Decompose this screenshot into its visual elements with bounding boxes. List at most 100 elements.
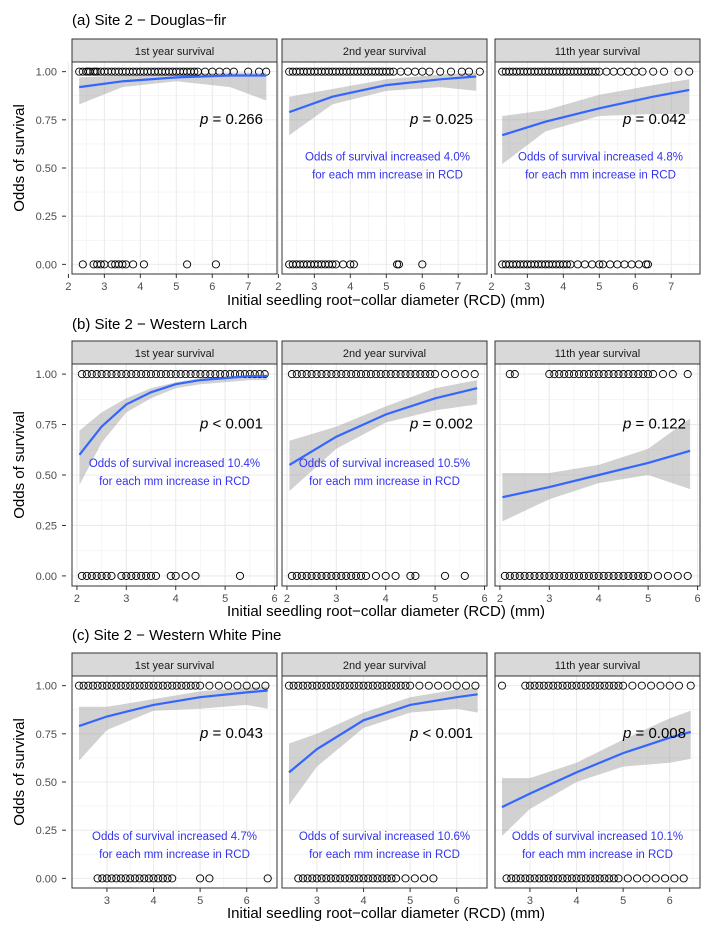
x-tick-label: 3 xyxy=(101,281,107,293)
fitted-curve xyxy=(502,449,691,499)
panel-0: 1st year survival p = 0.043 Odds of surviv… xyxy=(71,652,278,907)
panel-strip-label: 1st year survival xyxy=(135,46,214,58)
confidence-band xyxy=(502,418,691,522)
data-point-died xyxy=(394,260,403,269)
data-point-survived xyxy=(629,370,638,379)
data-point-survived xyxy=(624,370,633,379)
data-point-survived xyxy=(140,681,149,690)
x-tick-label: 5 xyxy=(383,281,389,293)
data-point-survived xyxy=(158,681,167,690)
x-tick-label: 4 xyxy=(150,895,156,907)
chart-row-2: (c) Site 2 − Western White Pine Odds of s… xyxy=(11,627,701,922)
p-value: = 0.042 xyxy=(636,111,686,128)
data-point-survived xyxy=(446,67,456,76)
data-point-died xyxy=(82,571,91,580)
data-point-died xyxy=(312,874,321,883)
data-point-died xyxy=(97,571,106,580)
data-point-died xyxy=(135,874,144,883)
data-point-died xyxy=(460,571,469,580)
data-point-died xyxy=(515,571,524,580)
data-point-died xyxy=(347,571,356,580)
data-point-died xyxy=(643,260,652,269)
data-point-died xyxy=(378,874,387,883)
data-point-survived xyxy=(161,370,170,379)
data-point-died xyxy=(312,571,321,580)
data-point-died xyxy=(121,874,130,883)
data-point-survived xyxy=(298,681,308,690)
p-value: = 0.025 xyxy=(423,111,473,128)
data-point-died xyxy=(359,874,368,883)
x-tick-label: 2 xyxy=(284,593,290,605)
data-point-died xyxy=(332,571,341,580)
data-point-survived xyxy=(322,681,331,690)
data-point-survived xyxy=(450,370,459,379)
fitted-curve xyxy=(78,689,268,728)
data-point-died xyxy=(653,571,663,580)
x-tick-label: 4 xyxy=(573,895,579,907)
panel-2: 11th year survival p = 0.122 2 3 4 5 6 xyxy=(494,340,701,605)
data-point-survived xyxy=(381,370,390,379)
data-point-survived xyxy=(116,681,125,690)
data-point-died xyxy=(545,571,554,580)
data-point-died xyxy=(521,874,530,883)
p-value: < 0.001 xyxy=(213,416,263,433)
data-point-survived xyxy=(102,370,111,379)
data-point-survived xyxy=(137,370,146,379)
data-point-died xyxy=(605,874,614,883)
data-point-survived xyxy=(107,370,116,379)
data-point-died xyxy=(112,874,121,883)
data-point-survived xyxy=(579,370,588,379)
data-point-died xyxy=(614,874,623,883)
x-tick-label: 2 xyxy=(497,593,503,605)
p-symbol: p xyxy=(622,111,636,128)
data-point-died xyxy=(563,874,572,883)
data-point-died xyxy=(171,571,180,580)
data-point-survived xyxy=(322,370,331,379)
data-point-survived xyxy=(326,681,335,690)
data-point-survived xyxy=(102,681,111,690)
data-point-survived xyxy=(79,681,88,690)
fitted-curve xyxy=(78,375,268,456)
x-tick-label: 5 xyxy=(645,593,651,605)
data-point-died xyxy=(98,874,107,883)
p-symbol: p xyxy=(199,725,213,742)
x-tick-label: 5 xyxy=(596,281,602,293)
panel-border xyxy=(281,675,488,889)
data-point-died xyxy=(516,874,525,883)
p-value-label: p = 0.002 xyxy=(409,416,473,433)
data-point-died xyxy=(158,874,167,883)
data-point-survived xyxy=(242,681,251,690)
data-point-survived xyxy=(214,681,223,690)
p-value-label: p = 0.008 xyxy=(622,725,686,742)
x-tick-label: 3 xyxy=(311,281,317,293)
data-point-survived xyxy=(553,681,562,690)
data-point-died xyxy=(322,874,331,883)
data-point-survived xyxy=(340,681,349,690)
data-point-survived xyxy=(166,370,175,379)
data-point-died xyxy=(144,874,153,883)
data-point-died xyxy=(391,571,400,580)
annotation-text: for each mm increase in RCD xyxy=(522,849,673,861)
data-point-survived xyxy=(471,681,480,690)
data-point-survived xyxy=(686,681,695,690)
y-tick-label: 0.00 xyxy=(36,873,57,885)
data-point-survived xyxy=(206,370,215,379)
data-point-survived xyxy=(359,681,368,690)
data-point-survived xyxy=(460,370,469,379)
data-point-survived xyxy=(302,370,311,379)
data-point-survived xyxy=(336,681,345,690)
data-point-died xyxy=(337,571,346,580)
panel-1: 2nd year survival p = 0.025 Odds of surviv… xyxy=(275,38,488,293)
fitted-curve xyxy=(79,74,267,89)
data-point-died xyxy=(122,571,131,580)
data-point-died xyxy=(373,874,382,883)
data-point-died xyxy=(78,260,87,269)
data-point-survived xyxy=(190,67,199,76)
data-point-survived xyxy=(126,681,135,690)
data-point-survived xyxy=(245,370,254,379)
data-point-died xyxy=(118,260,127,269)
panel-strip-label: 1st year survival xyxy=(135,660,214,672)
data-point-died xyxy=(555,571,564,580)
data-point-survived xyxy=(240,370,249,379)
data-point-survived xyxy=(581,681,590,690)
